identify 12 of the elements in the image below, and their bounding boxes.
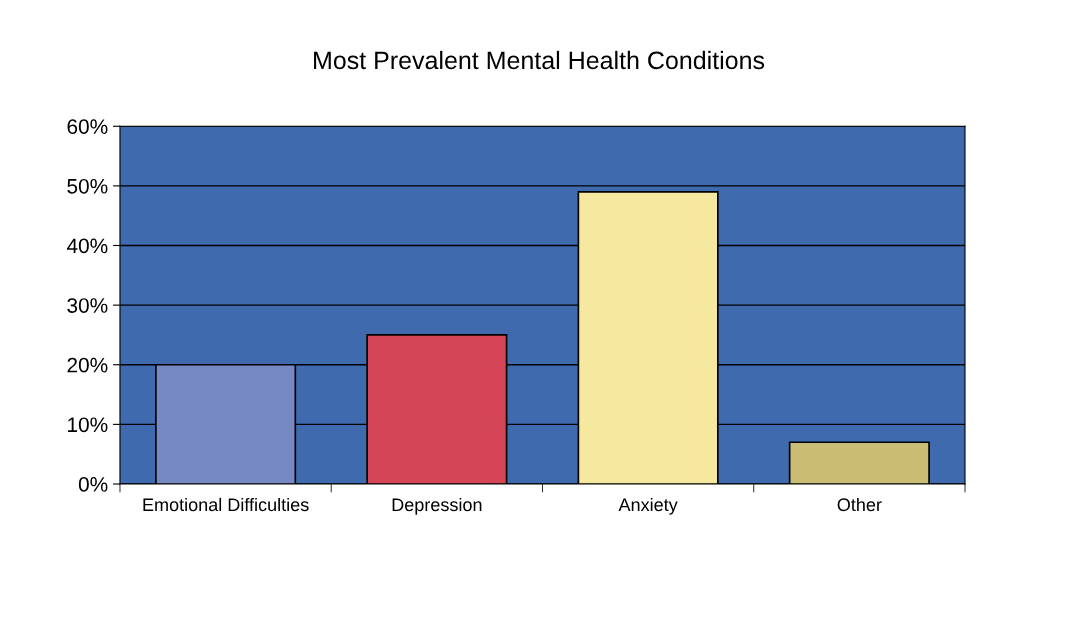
- y-tick-label: 0%: [78, 477, 108, 492]
- y-tick-label: 50%: [67, 178, 108, 194]
- y-tick-label: 40%: [66, 238, 108, 254]
- x-tick-label: Other: [837, 497, 882, 512]
- x-tick-label: Anxiety: [618, 497, 678, 515]
- y-tick-label: 10%: [68, 417, 108, 433]
- x-tick-label: Emotional Difficulties: [143, 497, 309, 512]
- y-tick-label: 60%: [67, 119, 108, 134]
- chart-title: Most Prevalent Mental Health Conditions: [314, 50, 765, 70]
- y-tick-label: 20%: [67, 357, 108, 373]
- x-tick-label: Depression: [392, 497, 482, 515]
- y-tick-label: 30%: [67, 298, 108, 313]
